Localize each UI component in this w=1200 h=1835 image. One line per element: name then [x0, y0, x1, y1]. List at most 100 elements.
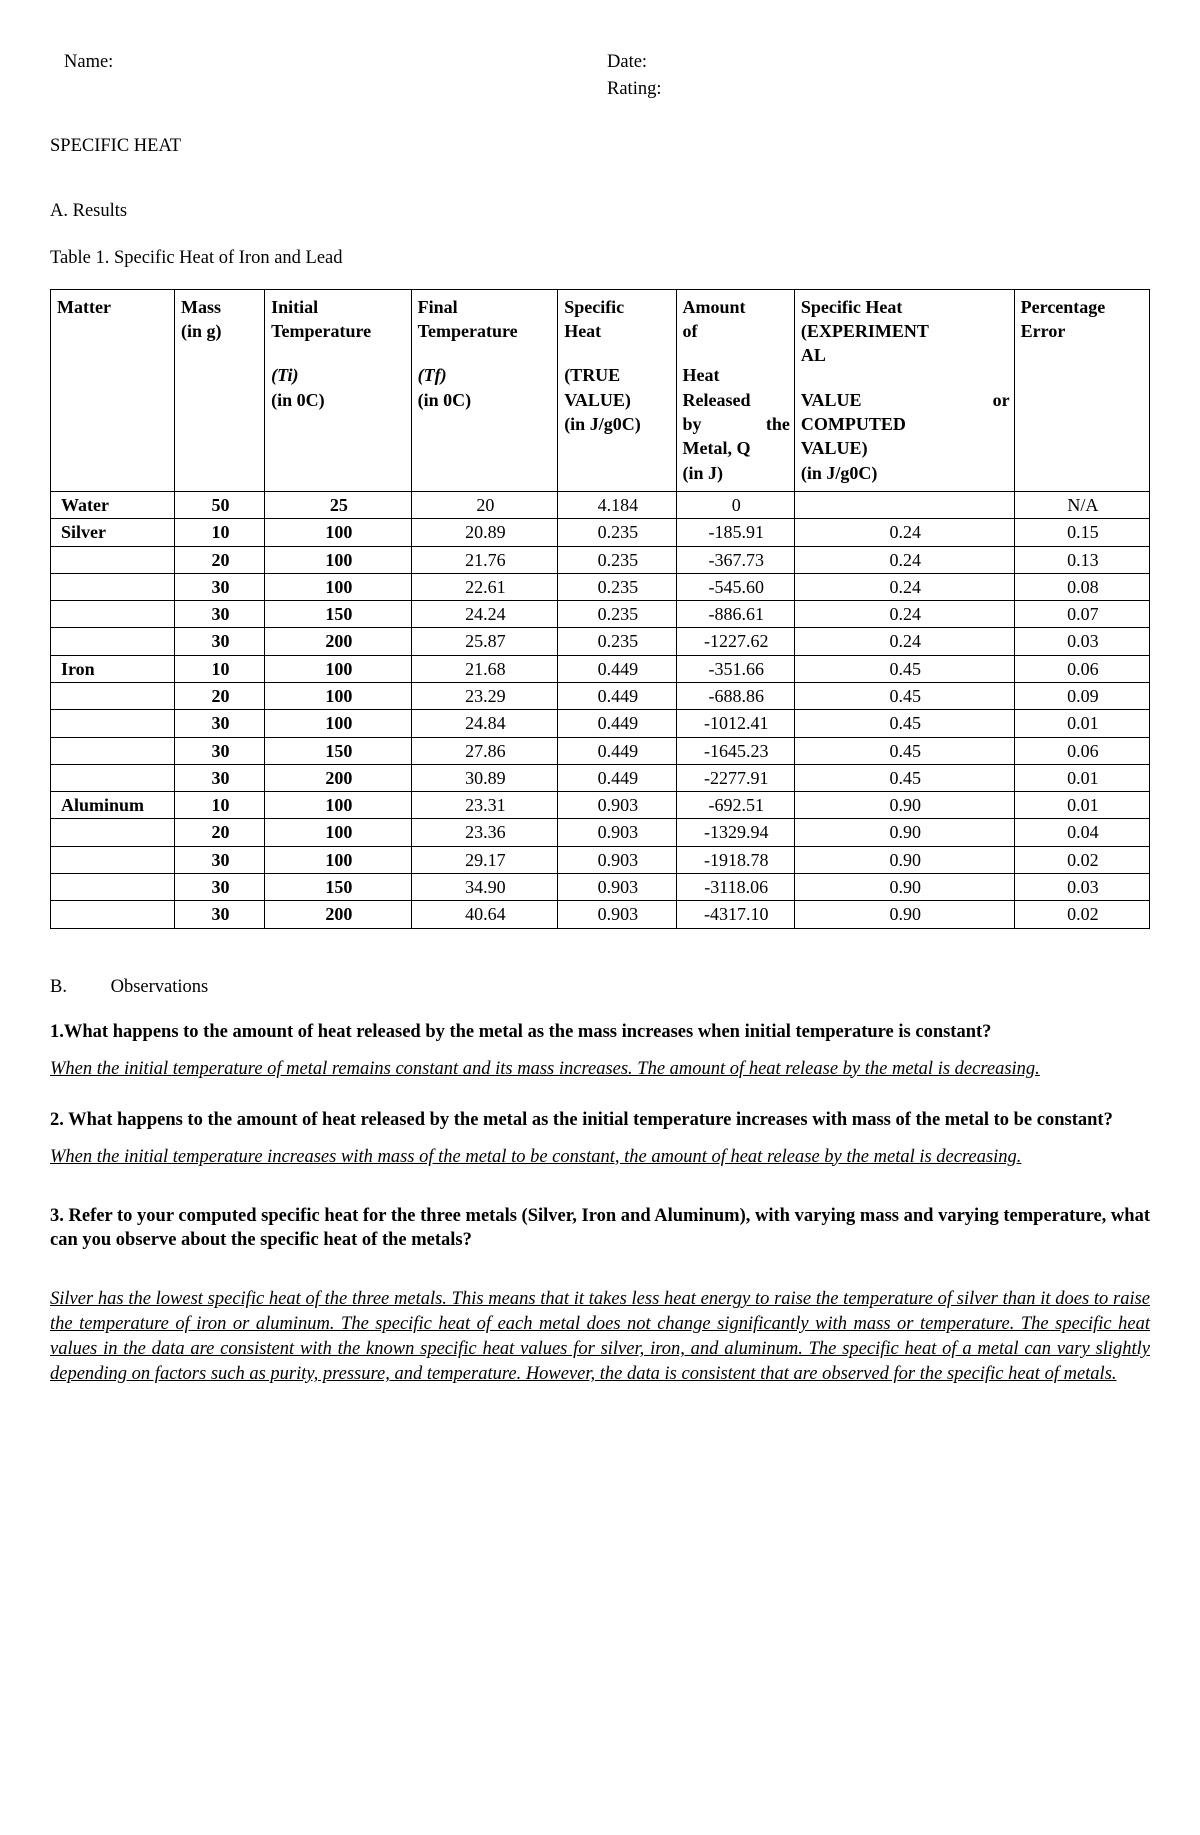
table-cell: 30: [174, 628, 264, 655]
table-cell: 150: [265, 874, 412, 901]
table-cell: 0.24: [794, 601, 1014, 628]
table-row: 3015027.860.449-1645.230.450.06: [51, 737, 1150, 764]
table-cell: [51, 601, 175, 628]
table-cell: 0.903: [558, 792, 676, 819]
table-row: 3015024.240.235-886.610.240.07: [51, 601, 1150, 628]
table-cell: 30: [174, 764, 264, 791]
table-cell: [51, 901, 175, 928]
table-cell: 150: [265, 737, 412, 764]
table-cell: 23.36: [411, 819, 558, 846]
table-row: 3010029.170.903-1918.780.900.02: [51, 846, 1150, 873]
col-ti: Initial Temperature (Ti) (in 0C): [265, 289, 412, 491]
table-cell: 0.90: [794, 846, 1014, 873]
col-matter: Matter: [51, 289, 175, 491]
table-cell: [51, 874, 175, 901]
table-cell: 200: [265, 628, 412, 655]
table-caption: Table 1. Specific Heat of Iron and Lead: [50, 246, 1150, 271]
table-cell: 23.31: [411, 792, 558, 819]
table-cell: 30: [174, 846, 264, 873]
table-cell: 0.903: [558, 846, 676, 873]
table-cell: 34.90: [411, 874, 558, 901]
table-cell: 22.61: [411, 573, 558, 600]
table-cell: -4317.10: [676, 901, 794, 928]
table-cell: 0.15: [1014, 519, 1149, 546]
table-cell: 30: [174, 710, 264, 737]
table-cell: 40.64: [411, 901, 558, 928]
table-cell: -688.86: [676, 683, 794, 710]
table-cell: 0.24: [794, 546, 1014, 573]
question-3: 3. Refer to your computed specific heat …: [50, 1204, 1150, 1254]
header-grid: Name: Date: Rating:: [64, 50, 1150, 104]
table-cell: 30: [174, 601, 264, 628]
table-cell: [794, 491, 1014, 518]
table-cell: 0.90: [794, 792, 1014, 819]
answer-2: When the initial temperature increases w…: [50, 1145, 1150, 1170]
table-cell: [51, 764, 175, 791]
table-cell: 24.24: [411, 601, 558, 628]
table-cell: 0.903: [558, 874, 676, 901]
table-cell: 30: [174, 874, 264, 901]
table-cell: 0.235: [558, 546, 676, 573]
table-cell: 0.235: [558, 601, 676, 628]
table-cell: -3118.06: [676, 874, 794, 901]
table-cell: N/A: [1014, 491, 1149, 518]
table-cell: 0.90: [794, 819, 1014, 846]
table-row: Aluminum1010023.310.903-692.510.900.01: [51, 792, 1150, 819]
col-mass: Mass (in g): [174, 289, 264, 491]
table-cell: [51, 573, 175, 600]
table-body: Water5025204.1840N/ASilver1010020.890.23…: [51, 491, 1150, 928]
table-cell: 30: [174, 573, 264, 600]
table-cell: 0.45: [794, 764, 1014, 791]
table-cell: 20: [411, 491, 558, 518]
table-cell: 0.903: [558, 819, 676, 846]
table-cell: 0.90: [794, 901, 1014, 928]
table-row: Iron1010021.680.449-351.660.450.06: [51, 655, 1150, 682]
table-cell: 0.04: [1014, 819, 1149, 846]
table-cell: 0.45: [794, 655, 1014, 682]
section-b-letter: B.: [50, 975, 106, 1000]
table-row: Water5025204.1840N/A: [51, 491, 1150, 518]
question-2: 2. What happens to the amount of heat re…: [50, 1108, 1150, 1133]
col-tf: Final Temperature (Tf) (in 0C): [411, 289, 558, 491]
table-row: 2010023.290.449-688.860.450.09: [51, 683, 1150, 710]
section-b-heading: B. Observations: [50, 975, 1150, 1000]
table-cell: 0.02: [1014, 901, 1149, 928]
table-cell: 0.45: [794, 683, 1014, 710]
table-cell: 21.68: [411, 655, 558, 682]
table-cell: 0.449: [558, 764, 676, 791]
table-cell: 24.84: [411, 710, 558, 737]
table-cell: 0.02: [1014, 846, 1149, 873]
date-label: Date:: [607, 50, 1150, 75]
name-label: Name:: [64, 50, 607, 75]
table-cell: 0.45: [794, 710, 1014, 737]
table-cell: 100: [265, 792, 412, 819]
table-cell: 25.87: [411, 628, 558, 655]
table-cell: 100: [265, 519, 412, 546]
table-cell: 23.29: [411, 683, 558, 710]
table-cell: 4.184: [558, 491, 676, 518]
table-cell: 100: [265, 710, 412, 737]
table-row: 2010021.760.235-367.730.240.13: [51, 546, 1150, 573]
table-cell: 30: [174, 901, 264, 928]
table-cell: 0.903: [558, 901, 676, 928]
table-cell: 0.24: [794, 573, 1014, 600]
table-row: 3020030.890.449-2277.910.450.01: [51, 764, 1150, 791]
table-row: 3020025.870.235-1227.620.240.03: [51, 628, 1150, 655]
table-cell: 20.89: [411, 519, 558, 546]
table-cell: 0.45: [794, 737, 1014, 764]
specific-heat-table: Matter Mass (in g) Initial Temperature (…: [50, 289, 1150, 929]
table-cell: 0.03: [1014, 628, 1149, 655]
table-cell: 10: [174, 655, 264, 682]
table-row: Silver1010020.890.235-185.910.240.15: [51, 519, 1150, 546]
table-cell: 0.01: [1014, 792, 1149, 819]
table-cell: Silver: [51, 519, 175, 546]
table-cell: 20: [174, 683, 264, 710]
table-cell: Aluminum: [51, 792, 175, 819]
table-cell: -367.73: [676, 546, 794, 573]
table-cell: 0.03: [1014, 874, 1149, 901]
table-cell: 100: [265, 683, 412, 710]
table-cell: 30.89: [411, 764, 558, 791]
table-row: 3010024.840.449-1012.410.450.01: [51, 710, 1150, 737]
table-cell: [51, 710, 175, 737]
table-cell: 0.449: [558, 710, 676, 737]
